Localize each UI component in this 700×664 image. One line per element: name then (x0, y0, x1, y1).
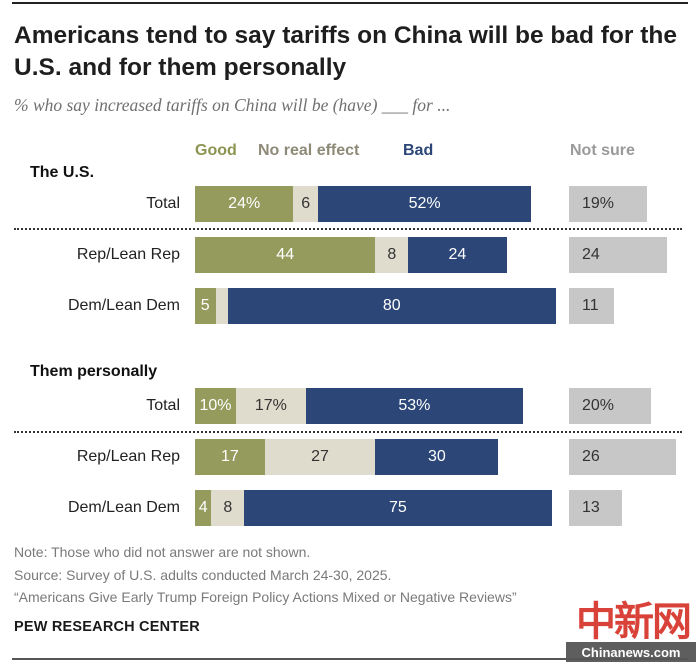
chinanews-watermark-url: Chinanews.com (566, 642, 696, 662)
section-title-personally: Them personally (30, 363, 158, 380)
bar-segment-not-sure: 24 (569, 237, 668, 273)
pew-research-center-logo-text: PEW RESEARCH CENTER (14, 619, 200, 635)
note-text: Note: Those who did not answer are not s… (14, 544, 311, 560)
row-label: Total (146, 397, 180, 414)
bar-segment-bad: 80 (227, 288, 556, 324)
bar-segment-no-real-effect: 27 (264, 439, 376, 475)
dotted-divider-personally (14, 431, 682, 433)
row-label: Total (146, 195, 180, 212)
chinanews-watermark-chars: 中新网 (576, 598, 692, 645)
bar-segment-good: 17 (195, 439, 265, 475)
section-title-us: The U.S. (30, 164, 95, 181)
legend-good: Good (195, 142, 237, 159)
bar-segment-good: 4 (195, 490, 212, 526)
top-rule (12, 2, 688, 4)
chart-title: Americans tend to say tariffs on China w… (14, 22, 677, 81)
chart-subtitle: % who say increased tariffs on China wil… (14, 95, 451, 115)
report-title-text: “Americans Give Early Trump Foreign Poli… (14, 589, 517, 605)
bar-segment-good: 5 (195, 288, 216, 324)
bar-segment-bad: 24 (408, 237, 507, 273)
bar-segment-bad: 30 (375, 439, 499, 475)
bar-segment-good: 24% (195, 186, 294, 222)
bar-segment-no-real-effect: 6 (293, 186, 318, 222)
legend-no-real-effect: No real effect (258, 142, 360, 159)
dotted-divider-us (14, 228, 682, 230)
bar-segment-not-sure: 19% (569, 186, 647, 222)
bar-segment-bad: 53% (305, 388, 523, 424)
bottom-rule (12, 658, 688, 660)
bar-segment-good: 10% (195, 388, 236, 424)
row-label: Dem/Lean Dem (67, 297, 180, 314)
row-label: Rep/Lean Rep (76, 246, 180, 263)
bar-segment-no-real-effect: 8 (211, 490, 245, 526)
bar-segment-bad: 75 (244, 490, 552, 526)
row-label: Dem/Lean Dem (67, 499, 180, 516)
bar-segment-no-real-effect (215, 288, 228, 324)
source-text: Source: Survey of U.S. adults conducted … (14, 567, 392, 583)
bar-segment-not-sure: 20% (569, 388, 651, 424)
row-label: Rep/Lean Rep (76, 448, 180, 465)
bar-segment-good: 44 (195, 237, 376, 273)
bar-segment-no-real-effect: 8 (375, 237, 409, 273)
bar-segment-not-sure: 26 (569, 439, 676, 475)
legend-bad: Bad (403, 142, 434, 159)
bar-segment-not-sure: 13 (569, 490, 623, 526)
bar-segment-bad: 52% (318, 186, 532, 222)
bar-segment-no-real-effect: 17% (236, 388, 306, 424)
legend-not-sure: Not sure (570, 142, 635, 159)
bar-segment-not-sure: 11 (569, 288, 615, 324)
